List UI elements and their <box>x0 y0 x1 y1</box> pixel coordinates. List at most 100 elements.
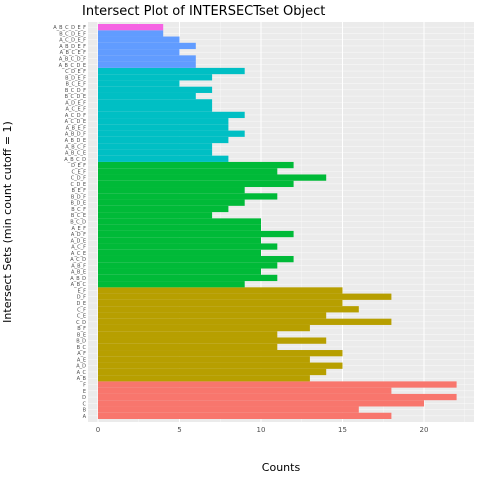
y-tick-label: A_B_C_D_E_F <box>53 25 86 31</box>
y-tick-label: A_C_D_F <box>65 113 86 119</box>
y-tick-label: B_E <box>77 332 86 338</box>
y-tick-label: B_C_D_E <box>65 94 86 100</box>
y-tick-label: C_D_E_F <box>65 69 86 75</box>
y-tick-label: A_B_C_D <box>64 157 86 163</box>
bar-a-b-c-e-f <box>98 49 180 55</box>
bar-a-b-c-f <box>98 143 212 149</box>
bar-a <box>98 413 391 419</box>
y-tick-label: A_C_D <box>70 257 86 263</box>
bar-c-e-f <box>98 168 277 174</box>
y-tick-label: A_D_F <box>71 232 86 238</box>
x-tick-label: 0 <box>96 426 100 434</box>
bar-f <box>98 381 457 387</box>
bar-b-d-e <box>98 200 245 206</box>
bar-a-c-d-e <box>98 118 228 124</box>
y-tick-label: C_E <box>77 314 86 320</box>
y-tick-label: A_B_D_E_F <box>59 44 86 50</box>
bar-a-d-f <box>98 231 294 237</box>
bar-b-c <box>98 344 277 350</box>
y-tick-label: A_B_C_E <box>65 151 86 157</box>
y-tick-label: A_B_D_E <box>65 138 86 144</box>
y-tick-label: A_C_D_E_F <box>59 38 86 44</box>
x-tick-label: 15 <box>338 426 347 434</box>
bar-a-d-e <box>98 237 261 243</box>
y-tick-label: A_C_F <box>71 245 86 251</box>
y-tick-label: A_B_C_D_E <box>59 63 86 69</box>
y-tick-label: E_F <box>77 288 86 294</box>
bar-b-c-d <box>98 218 261 224</box>
bar-b-d <box>98 337 326 343</box>
bar-a-b-d <box>98 275 277 281</box>
bar-b <box>98 406 359 412</box>
y-tick-label: C_D_E <box>70 182 86 188</box>
bar-a-b-c-d-e <box>98 62 196 68</box>
y-tick-label: A_B_C <box>71 282 87 288</box>
y-tick-label: A_B <box>77 376 87 382</box>
bar-a-b-c-e <box>98 149 212 155</box>
bar-b-c-f <box>98 206 228 212</box>
y-tick-label: A_C_D_E <box>65 119 86 125</box>
y-tick-label: A_B_D <box>70 276 86 282</box>
y-tick-label: F <box>83 383 86 389</box>
y-tick-label: B_C_F <box>71 207 86 213</box>
y-tick-label: A_C_E <box>71 251 86 257</box>
chart-title: Intersect Plot of INTERSECTset Object <box>82 4 325 19</box>
bar-c-e <box>98 312 326 318</box>
bar-b-c-e <box>98 212 212 218</box>
y-tick-label: A_B_D_F <box>65 132 86 138</box>
y-tick-label: C_E_F <box>71 169 86 175</box>
y-tick-label: B_C_D <box>70 220 86 226</box>
y-tick-label: A_B_E <box>71 270 86 276</box>
bar-d <box>98 394 457 400</box>
y-tick-label: B_F <box>77 326 86 332</box>
y-tick-label: A_B_C_F <box>65 144 86 150</box>
bar-a-c-f <box>98 243 277 249</box>
y-tick-labels: ABCDEFA_BA_CA_DA_EA_FB_CB_DB_EB_FC_DC_EC… <box>53 25 86 420</box>
bar-c-d-e <box>98 181 294 187</box>
bar-d-e-f <box>98 162 294 168</box>
y-tick-label: A_E_F <box>72 226 87 232</box>
bar-c <box>98 400 424 406</box>
x-axis-title: Counts <box>262 461 301 474</box>
y-axis-title: Intersect Sets (min count cutoff = 1) <box>1 121 14 323</box>
bar-b-d-e-f <box>98 74 212 80</box>
bar-c-d-f <box>98 174 326 180</box>
bar-c-d <box>98 319 391 325</box>
bar-a-d-e-f <box>98 99 212 105</box>
x-tick-label: 20 <box>420 426 429 434</box>
y-tick-label: B_C_E <box>71 213 86 219</box>
bar-a-c-d <box>98 256 294 262</box>
x-tick-label: 5 <box>177 426 181 434</box>
bar-a-b-d-e <box>98 137 228 143</box>
y-tick-label: A_F <box>77 351 86 357</box>
y-tick-label: A_B_F <box>71 263 86 269</box>
bar-a-c <box>98 369 326 375</box>
bar-b-e-f <box>98 187 245 193</box>
y-tick-label: B_C <box>77 345 87 351</box>
y-tick-label: C_D_F <box>71 176 86 182</box>
bar-a-c-e <box>98 250 261 256</box>
bar-d-e <box>98 300 343 306</box>
bar-d-f <box>98 294 391 300</box>
bar-c-d-e-f <box>98 68 245 74</box>
y-tick-label: E <box>83 389 86 395</box>
bar-a-b-d-f <box>98 131 245 137</box>
y-tick-label: C_F <box>77 307 86 313</box>
y-tick-label: D_E <box>76 301 86 307</box>
y-tick-label: B_C_D_F <box>65 88 86 94</box>
y-tick-label: A_E <box>77 357 86 363</box>
y-tick-label: B_E_F <box>72 188 87 194</box>
bar-a-b-d-e-f <box>98 43 196 49</box>
bar-a-f <box>98 350 343 356</box>
bar-a-b <box>98 375 310 381</box>
bar-e <box>98 388 391 394</box>
bar-a-e-f <box>98 225 261 231</box>
bar-b-c-d-f <box>98 87 212 93</box>
y-tick-label: B <box>83 408 87 414</box>
bar-a-d <box>98 363 343 369</box>
bar-a-b-e <box>98 269 261 275</box>
y-tick-label: A_C <box>77 370 87 376</box>
y-tick-label: D_E_F <box>71 163 86 169</box>
bar-a-b-c-d-f <box>98 55 196 61</box>
